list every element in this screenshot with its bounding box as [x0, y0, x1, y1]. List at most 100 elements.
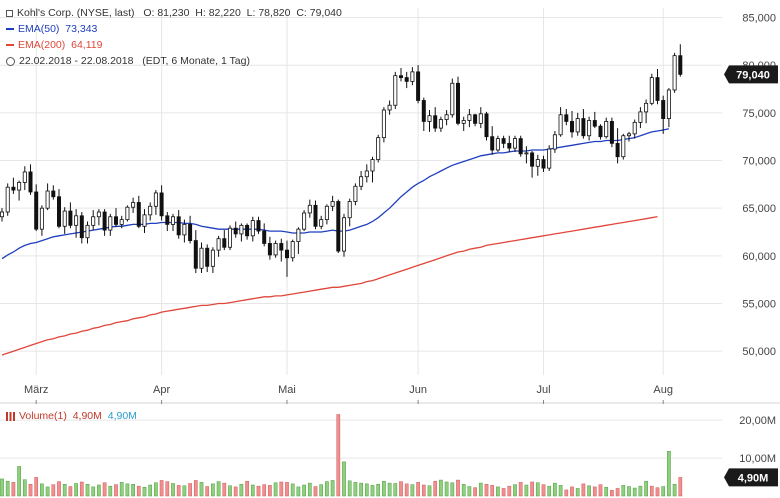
ema200-path — [1, 215, 658, 356]
volume-bar — [154, 482, 158, 497]
volume-bar — [478, 482, 483, 497]
candle-body — [153, 192, 158, 207]
legend-volume: Volume(1) 4,90M 4,90M — [6, 410, 137, 422]
volume-bar — [5, 480, 10, 497]
candle-body — [51, 190, 56, 198]
last-volume-tag-bg — [724, 468, 778, 487]
candle-body — [353, 185, 358, 202]
volume-bar — [148, 484, 153, 497]
candle-body — [233, 227, 238, 235]
candle-body — [621, 135, 626, 158]
candle-body — [296, 228, 301, 242]
candle-body — [495, 138, 500, 151]
volume-axis: 20,00M 10,00M — [739, 415, 776, 465]
volume-bar — [416, 482, 420, 497]
volume-bar — [330, 480, 335, 497]
volume-bar — [17, 466, 21, 497]
candle-body — [558, 114, 563, 136]
volume-bar — [211, 483, 215, 497]
volume-bar — [22, 479, 27, 497]
candle-body — [216, 238, 221, 251]
price-tick-label: 85,000 — [742, 13, 776, 25]
volume-bar — [421, 484, 426, 497]
volume-bar — [564, 489, 569, 497]
volume-bar — [644, 480, 648, 497]
last-price-tag-bg — [724, 65, 778, 84]
candle-body — [125, 206, 130, 221]
price-tick-label: 70,000 — [742, 156, 776, 168]
candle-body — [649, 77, 654, 104]
volume-bar — [393, 483, 398, 497]
volume-bar — [467, 486, 472, 497]
volume-bar — [142, 487, 147, 497]
volume-bar — [456, 479, 460, 497]
volume-bars-icon — [6, 411, 15, 421]
volume-bar — [501, 488, 506, 497]
volume-bar — [649, 485, 654, 497]
volume-bar — [188, 483, 192, 497]
volume-bar — [68, 486, 73, 497]
volume-bar — [547, 485, 552, 497]
volume-bar — [307, 482, 312, 497]
candle-body — [34, 191, 39, 230]
candle-body — [450, 82, 455, 116]
volume-bar — [621, 485, 626, 497]
candle-body — [68, 210, 73, 226]
volume-bar — [228, 485, 232, 497]
candle-body — [364, 170, 369, 178]
candle-body — [552, 134, 557, 150]
candle-body — [205, 247, 210, 267]
candle-body — [513, 138, 518, 149]
candle-body — [74, 215, 79, 226]
candle-body — [284, 249, 289, 259]
candle-body — [570, 121, 575, 133]
candle-body — [564, 114, 569, 122]
candle-body — [547, 148, 552, 169]
candle-body — [62, 210, 67, 227]
volume-bar — [678, 477, 683, 497]
candle-body — [256, 220, 261, 232]
volume-bars — [0, 414, 683, 497]
volume-bar — [490, 485, 495, 497]
candle-body — [632, 121, 637, 135]
candle-body — [359, 176, 364, 187]
candle-body — [5, 186, 10, 213]
candle-body — [598, 125, 603, 138]
candle-body — [250, 220, 255, 237]
candle-body — [0, 211, 4, 218]
candle-body — [661, 100, 666, 119]
candle-body — [541, 159, 546, 169]
candle-body — [398, 75, 403, 78]
candle-body — [644, 102, 649, 113]
volume-bar — [444, 481, 449, 497]
volume-bar — [507, 485, 512, 497]
candle-body — [575, 118, 580, 133]
volume-bar — [233, 486, 238, 497]
volume-bar — [541, 484, 546, 497]
volume-bar — [176, 485, 181, 497]
time-tick-label: Apr — [153, 384, 170, 396]
volume-bar — [587, 485, 591, 497]
ema200-label: EMA(200) — [18, 39, 66, 51]
volume-bar — [91, 486, 96, 497]
volume-bar — [667, 451, 671, 497]
volume-bar — [610, 490, 614, 497]
candle-body — [655, 77, 660, 101]
volume-bar — [370, 485, 375, 497]
ema200-line — [1, 215, 658, 356]
ema50-swatch — [6, 28, 14, 31]
volume-bar — [387, 482, 392, 497]
volume-bar — [125, 483, 130, 497]
volume-label: Volume(1) — [19, 410, 67, 422]
volume-bar — [216, 481, 221, 497]
volume-bar — [661, 486, 666, 497]
volume-bar — [632, 487, 637, 497]
volume-bar — [273, 482, 278, 497]
volume-bar — [347, 480, 352, 497]
volume-bar — [319, 484, 324, 497]
candle-body — [319, 219, 324, 227]
candle-body — [142, 214, 147, 227]
volume-bar — [262, 484, 267, 497]
time-tick-label: Mai — [278, 384, 296, 396]
candle-body — [148, 205, 153, 216]
